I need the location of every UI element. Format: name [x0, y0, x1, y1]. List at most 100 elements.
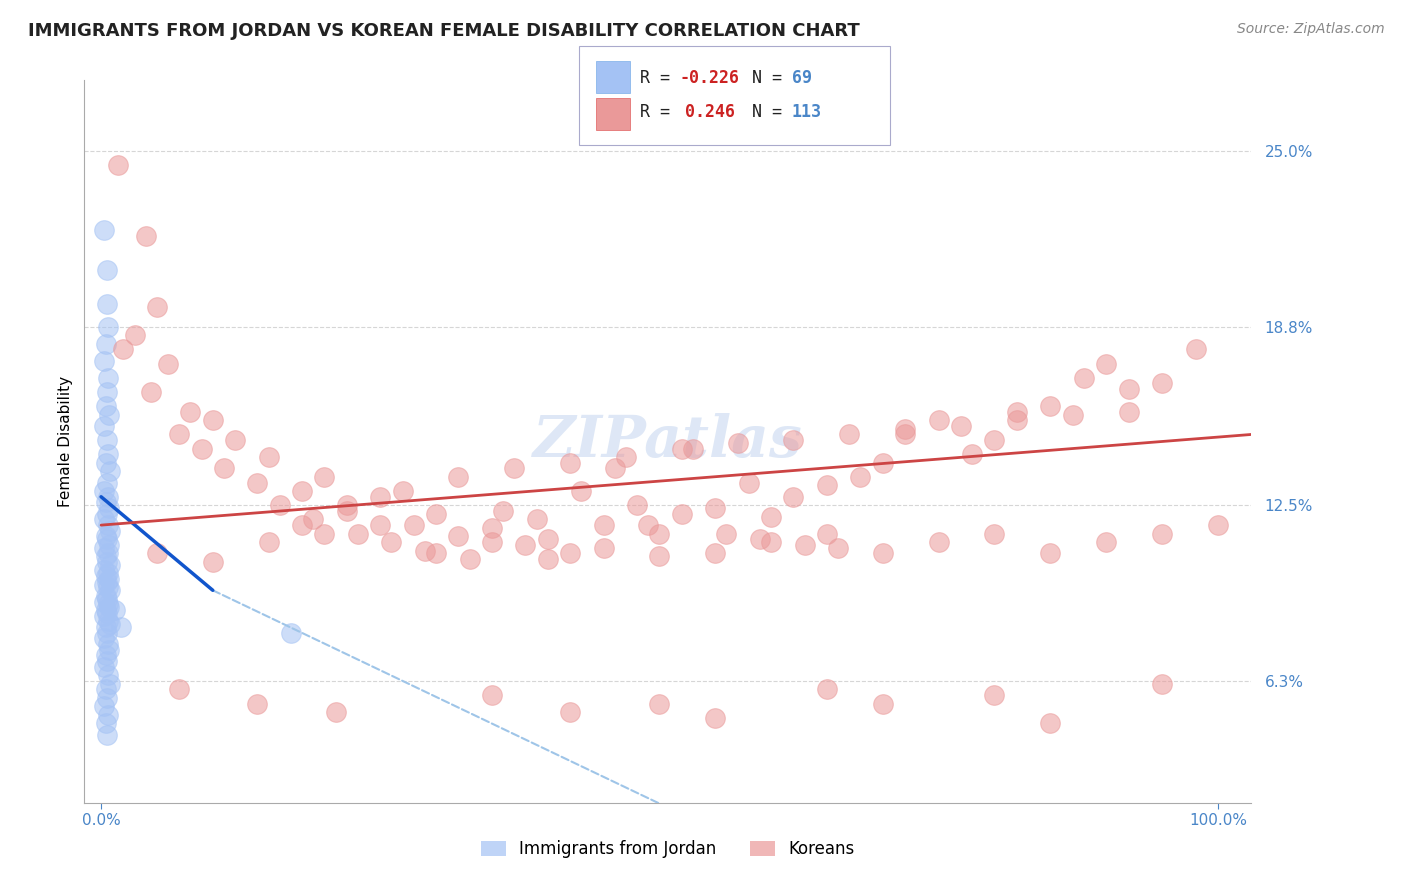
- Point: [97, 538, 120, 552]
- Point: [727, 436, 749, 450]
- Point: [849, 470, 872, 484]
- Point: [614, 450, 637, 464]
- Y-axis label: Female Disability: Female Disability: [58, 376, 73, 508]
- Text: 69: 69: [792, 69, 811, 87]
- Point: [503, 461, 526, 475]
- Point: [928, 535, 950, 549]
- Point: [124, 328, 146, 343]
- Point: [872, 546, 894, 560]
- Point: [96, 507, 118, 521]
- Point: [894, 422, 917, 436]
- Point: [592, 541, 614, 555]
- Point: [96, 297, 118, 311]
- Text: R =: R =: [640, 69, 679, 87]
- Point: [983, 526, 1005, 541]
- Point: [93, 353, 115, 368]
- Point: [291, 518, 314, 533]
- Point: [425, 546, 447, 560]
- Point: [515, 538, 537, 552]
- Point: [782, 433, 804, 447]
- Point: [257, 450, 280, 464]
- Point: [97, 518, 120, 533]
- Point: [560, 546, 582, 560]
- Point: [413, 543, 436, 558]
- Point: [246, 475, 269, 490]
- Point: [246, 697, 269, 711]
- Point: [537, 552, 560, 566]
- Point: [96, 263, 118, 277]
- Point: [894, 427, 917, 442]
- Point: [872, 456, 894, 470]
- Point: [402, 518, 425, 533]
- Point: [93, 484, 115, 499]
- Point: [716, 526, 738, 541]
- Point: [97, 642, 120, 657]
- Point: [97, 408, 120, 422]
- Point: [648, 526, 671, 541]
- Point: [815, 682, 838, 697]
- Point: [96, 591, 118, 606]
- Point: [447, 529, 470, 543]
- Point: [94, 529, 117, 543]
- Text: 113: 113: [792, 103, 821, 120]
- Point: [671, 507, 693, 521]
- Point: [93, 699, 115, 714]
- Point: [94, 620, 117, 634]
- Point: [1005, 413, 1028, 427]
- Point: [1062, 408, 1084, 422]
- Point: [97, 572, 120, 586]
- Point: [94, 589, 117, 603]
- Point: [97, 615, 120, 629]
- Point: [481, 688, 503, 702]
- Point: [94, 603, 117, 617]
- Point: [96, 606, 118, 620]
- Point: [1073, 371, 1095, 385]
- Text: N =: N =: [752, 103, 792, 120]
- Point: [98, 583, 121, 598]
- Point: [94, 648, 117, 663]
- Point: [98, 464, 121, 478]
- Point: [97, 371, 120, 385]
- Point: [107, 158, 129, 172]
- Point: [257, 535, 280, 549]
- Point: [93, 594, 115, 608]
- Point: [682, 442, 704, 456]
- Point: [97, 319, 120, 334]
- Point: [1118, 405, 1140, 419]
- Point: [96, 654, 118, 668]
- Point: [560, 705, 582, 719]
- Point: [97, 546, 120, 560]
- Point: [112, 343, 135, 357]
- Point: [190, 442, 212, 456]
- Point: [759, 535, 782, 549]
- Point: [1039, 716, 1062, 731]
- Point: [97, 447, 120, 461]
- Point: [872, 697, 894, 711]
- Point: [793, 538, 815, 552]
- Point: [94, 716, 117, 731]
- Point: [93, 223, 115, 237]
- Point: [98, 524, 121, 538]
- Text: R =: R =: [640, 103, 690, 120]
- Point: [141, 384, 163, 399]
- Point: [1150, 376, 1173, 391]
- Point: [157, 357, 180, 371]
- Point: [93, 419, 115, 434]
- Point: [569, 484, 592, 499]
- Point: [96, 533, 118, 547]
- Point: [626, 498, 648, 512]
- Point: [815, 478, 838, 492]
- Point: [169, 682, 191, 697]
- Point: [94, 399, 117, 413]
- Point: [93, 564, 115, 578]
- Point: [380, 535, 402, 549]
- Point: [336, 504, 359, 518]
- Point: [1118, 382, 1140, 396]
- Point: [838, 427, 860, 442]
- Point: [704, 711, 727, 725]
- Point: [280, 625, 302, 640]
- Point: [93, 660, 115, 674]
- Point: [983, 688, 1005, 702]
- Point: [336, 498, 359, 512]
- Point: [1039, 399, 1062, 413]
